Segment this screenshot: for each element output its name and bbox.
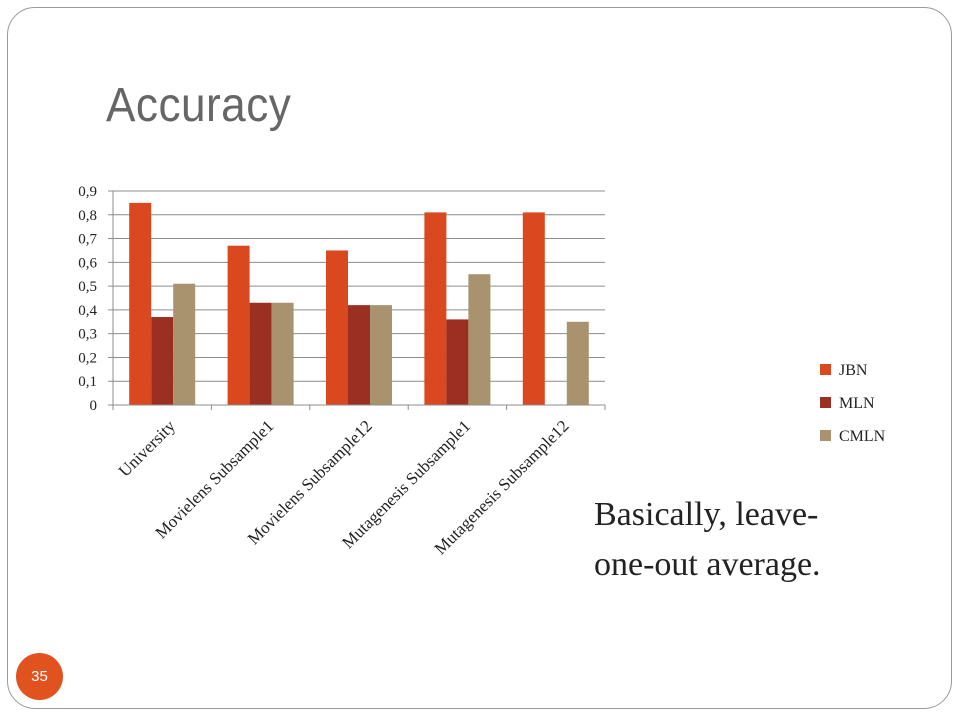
y-tick-label: 0,5 [78, 279, 97, 295]
bar-jbn [326, 250, 348, 405]
slide-note: Basically, leave-one-out average. [594, 496, 821, 583]
legend-label-jbn: JBN [839, 362, 868, 379]
y-tick-label: 0,6 [78, 255, 97, 271]
slide-number-badge: 35 [16, 653, 63, 700]
legend: JBN MLN CMLN [820, 362, 886, 445]
bars [129, 202, 589, 405]
bar-mln [249, 302, 272, 405]
legend-label-mln: MLN [839, 395, 875, 412]
y-tick-label: 0,2 [78, 350, 97, 366]
bar-cmln [468, 274, 491, 405]
legend-swatch-jbn [820, 364, 831, 375]
bar-mln [348, 305, 370, 405]
bar-mln [446, 319, 469, 405]
y-tick-label: 0 [90, 398, 98, 414]
axes [108, 190, 606, 410]
legend-swatch-cmln [820, 430, 831, 441]
bar-jbn [227, 245, 250, 405]
bar-cmln [271, 302, 294, 405]
bar-cmln [173, 283, 196, 405]
y-tick-labels: 0 0,1 0,2 0,3 0,4 0,5 0,6 0,7 0,8 0,9 [78, 184, 97, 414]
y-tick-label: 0,8 [78, 208, 97, 224]
y-tick-label: 0,3 [78, 327, 97, 343]
slide-title: Accuracy [106, 79, 292, 132]
y-tick-label: 0,4 [78, 303, 97, 319]
y-tick-label: 0,9 [78, 184, 97, 200]
y-tick-label: 0,1 [78, 374, 97, 390]
bar-jbn [522, 212, 545, 405]
bar-jbn [424, 212, 447, 405]
bar-mln [151, 317, 174, 405]
legend-swatch-mln [820, 397, 831, 408]
bar-cmln [370, 305, 392, 405]
y-tick-label: 0,7 [78, 232, 97, 248]
x-tick-label: University [115, 416, 180, 481]
legend-label-cmln: CMLN [839, 428, 886, 445]
bar-jbn [129, 202, 152, 405]
bar-cmln [566, 321, 589, 405]
